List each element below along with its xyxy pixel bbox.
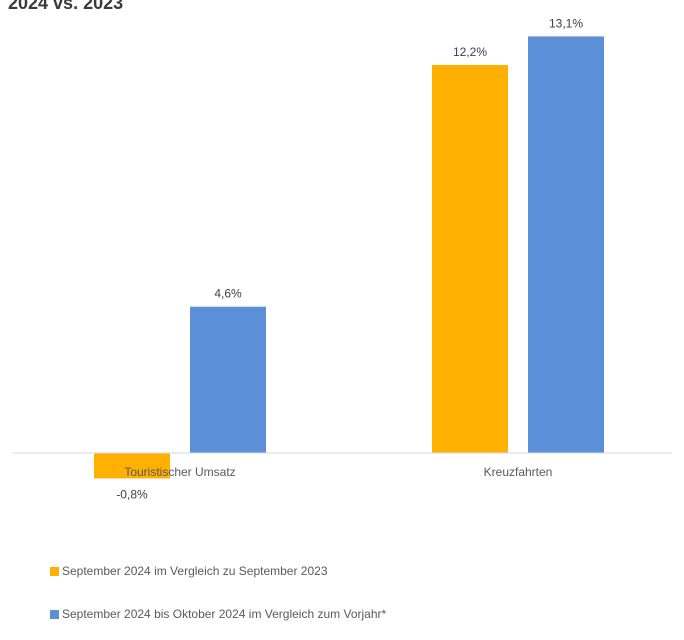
bar-sep-oct-0 [190, 306, 266, 453]
category-label: Touristischer Umsatz [124, 465, 235, 479]
legend-label: September 2024 im Vergleich zu September… [62, 564, 328, 578]
data-label: 4,6% [214, 287, 242, 301]
bar-sep-oct-1 [528, 36, 604, 454]
data-label: -0,8% [116, 487, 148, 501]
chart-title: 2024 vs. 2023 [8, 0, 124, 13]
bar-september-1 [432, 65, 508, 453]
legend-item-september: September 2024 im Vergleich zu September… [50, 563, 470, 580]
bar-september-0 [94, 453, 170, 479]
legend-item-september-october: September 2024 bis Oktober 2024 im Vergl… [50, 606, 410, 623]
legend-swatch-orange [50, 567, 59, 576]
data-label: 12,2% [453, 45, 487, 59]
data-label: 13,1% [549, 16, 583, 30]
category-label: Kreuzfahrten [484, 465, 553, 479]
legend-swatch-blue [50, 610, 59, 619]
bar-chart: Touristischer Umsatz Kreuzfahrten -0,8% 12,… [12, 16, 672, 501]
legend-label: September 2024 bis Oktober 2024 im Vergl… [62, 607, 387, 621]
